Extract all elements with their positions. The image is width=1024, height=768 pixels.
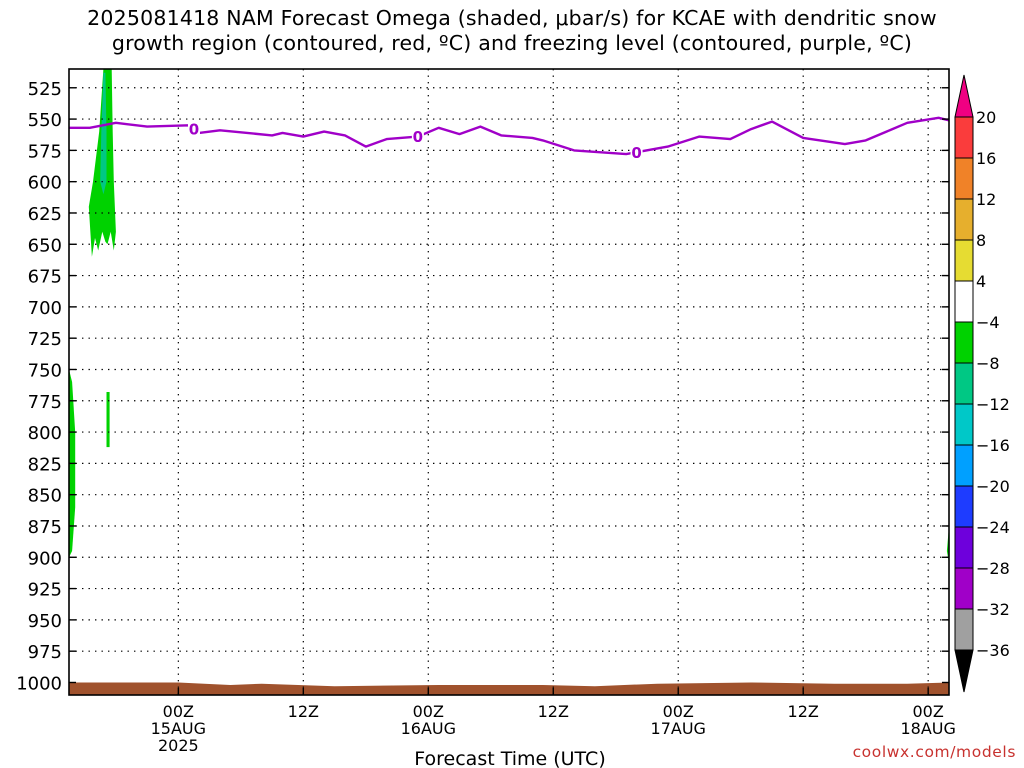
contour-label-background [411,128,424,145]
y-tick-label: 975 [28,642,62,663]
colorbar-label: −16 [976,436,1010,455]
colorbar-segment [954,567,974,610]
y-tick-label: 550 [28,110,62,131]
chart-title: 2025081418 NAM Forecast Omega (shaded, μ… [0,6,1024,56]
colorbar-segment [954,485,974,528]
colorbar-segment [954,526,974,569]
omega-shaded-region [106,392,110,448]
colorbar-label: 20 [976,108,996,127]
colorbar-segment [954,116,974,159]
y-tick-label: 850 [28,486,62,507]
contour-label-background [187,121,200,138]
freezing-level-contour [69,116,949,156]
freezing-level-label: 0 [189,121,199,139]
x-tick-label: 12Z [788,702,819,721]
colorbar-label: −28 [976,559,1010,578]
y-tick-label: 575 [28,141,62,162]
colorbar-segment [954,362,974,405]
x-tick-label: 18AUG [900,719,955,738]
freezing-level-label: 0 [413,128,423,146]
y-tick-label: 1000 [16,673,62,694]
x-tick-label: 16AUG [401,719,456,738]
colorbar-label: −24 [976,518,1010,537]
colorbar-lower-extension [954,649,974,693]
colorbar-segment [954,280,974,323]
y-tick-label: 875 [28,517,62,538]
colorbar-segment [954,608,974,651]
x-axis-label: Forecast Time (UTC) [414,748,605,768]
x-tick-label: 12Z [538,702,569,721]
y-tick-label: 625 [28,204,62,225]
colorbar-label: 8 [976,231,986,250]
y-tick-label: 700 [28,298,62,319]
contour-label-background [630,144,643,161]
x-tick-label: 00Z [163,702,194,721]
colorbar-segment [954,321,974,364]
y-tick-label: 900 [28,548,62,569]
terrain-fill [69,682,949,695]
colorbar-label: 16 [976,149,996,168]
y-tick-label: 775 [28,392,62,413]
x-tick-label: 12Z [288,702,319,721]
colorbar-label: −20 [976,477,1010,496]
y-tick-label: 525 [28,79,62,100]
x-tick-label: 00Z [913,702,944,721]
colorbar-label: 12 [976,190,996,209]
x-tick-label: 00Z [663,702,694,721]
y-tick-label: 725 [28,329,62,350]
colorbar-label: −8 [976,354,1000,373]
y-tick-label: 750 [28,360,62,381]
x-tick-label: 00Z [413,702,444,721]
credit-text: coolwx.com/models [852,743,1016,761]
y-tick-label: 825 [28,454,62,475]
colorbar-label: −4 [976,313,1000,332]
x-tick-label: 15AUG [151,719,206,738]
colorbar-upper-extension [954,74,974,118]
chart-title-line-2: growth region (contoured, red, ºC) and f… [111,31,913,55]
colorbar-label: 4 [976,272,986,291]
y-tick-label: 800 [28,423,62,444]
colorbar-segment [954,444,974,487]
colorbar-label: −12 [976,395,1010,414]
colorbar-segment [954,403,974,446]
colorbar-segment [954,157,974,200]
y-tick-label: 950 [28,611,62,632]
y-tick-label: 675 [28,267,62,288]
x-tick-label: 17AUG [651,719,706,738]
y-tick-label: 650 [28,235,62,256]
freezing-level-label: 0 [631,144,641,162]
omega-shaded-region [100,72,107,195]
colorbar-label: −36 [976,641,1010,660]
colorbar-segment [954,198,974,241]
colorbar-label: −32 [976,600,1010,619]
chart-title-line-1: 2025081418 NAM Forecast Omega (shaded, μ… [87,6,937,30]
y-tick-label: 600 [28,173,62,194]
y-tick-label: 925 [28,580,62,601]
x-tick-label: 2025 [158,736,199,755]
plot-frame [68,68,950,696]
colorbar-segment [954,239,974,282]
